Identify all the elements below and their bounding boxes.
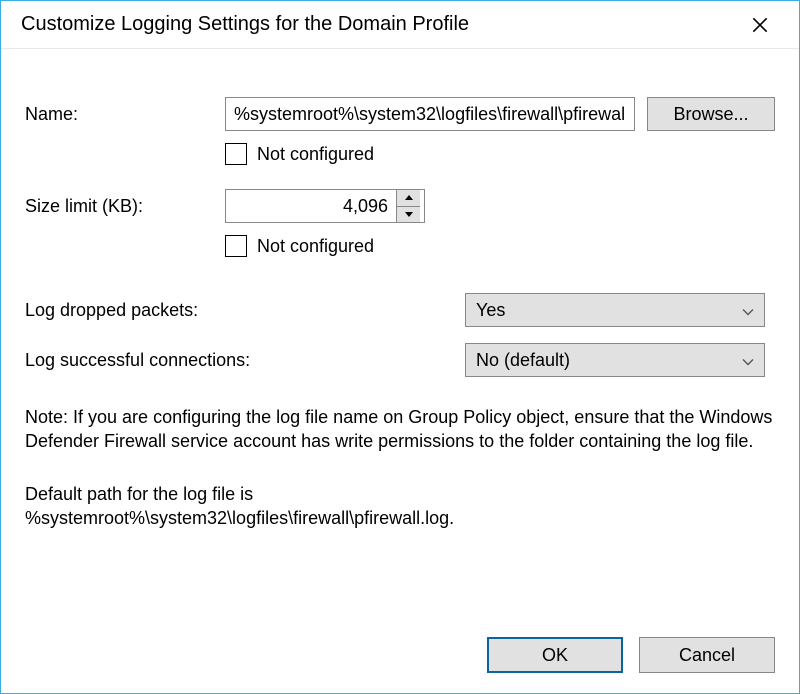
log-successful-value: No (default) xyxy=(476,350,570,371)
close-button[interactable] xyxy=(737,9,783,41)
name-not-configured-row: Not configured xyxy=(225,143,775,165)
log-successful-label: Log successful connections: xyxy=(25,350,465,371)
size-limit-spinner xyxy=(225,189,425,223)
name-label: Name: xyxy=(25,104,225,125)
log-dropped-label: Log dropped packets: xyxy=(25,300,465,321)
size-limit-up-button[interactable] xyxy=(397,190,420,207)
cancel-button[interactable]: Cancel xyxy=(639,637,775,673)
size-not-configured-label: Not configured xyxy=(257,236,374,257)
window-title: Customize Logging Settings for the Domai… xyxy=(21,13,737,36)
browse-button[interactable]: Browse... xyxy=(647,97,775,131)
close-icon xyxy=(752,17,768,33)
chevron-down-icon xyxy=(405,212,413,217)
log-dropped-value: Yes xyxy=(476,300,505,321)
titlebar: Customize Logging Settings for the Domai… xyxy=(1,1,799,49)
default-path-block: Default path for the log file is %system… xyxy=(25,482,775,531)
size-limit-input[interactable] xyxy=(226,190,396,222)
default-path-value: %systemroot%\system32\logfiles\firewall\… xyxy=(25,506,775,530)
dialog-window: Customize Logging Settings for the Domai… xyxy=(0,0,800,694)
dialog-content: Name: Browse... Not configured Size limi… xyxy=(1,49,799,693)
dialog-button-row: OK Cancel xyxy=(487,637,775,673)
log-dropped-select[interactable]: Yes xyxy=(465,293,765,327)
size-not-configured-checkbox[interactable] xyxy=(225,235,247,257)
note-text: Note: If you are configuring the log fil… xyxy=(25,405,775,454)
chevron-down-icon xyxy=(742,350,754,371)
name-not-configured-label: Not configured xyxy=(257,144,374,165)
chevron-down-icon xyxy=(742,300,754,321)
size-limit-down-button[interactable] xyxy=(397,207,420,223)
name-row: Name: Browse... xyxy=(25,97,775,131)
default-path-intro: Default path for the log file is xyxy=(25,482,775,506)
ok-button[interactable]: OK xyxy=(487,637,623,673)
size-not-configured-row: Not configured xyxy=(225,235,775,257)
log-successful-select[interactable]: No (default) xyxy=(465,343,765,377)
log-dropped-row: Log dropped packets: Yes xyxy=(25,293,775,327)
size-limit-label: Size limit (KB): xyxy=(25,196,225,217)
size-limit-row: Size limit (KB): xyxy=(25,189,775,223)
name-input[interactable] xyxy=(225,97,635,131)
name-not-configured-checkbox[interactable] xyxy=(225,143,247,165)
log-successful-row: Log successful connections: No (default) xyxy=(25,343,775,377)
chevron-up-icon xyxy=(405,195,413,200)
